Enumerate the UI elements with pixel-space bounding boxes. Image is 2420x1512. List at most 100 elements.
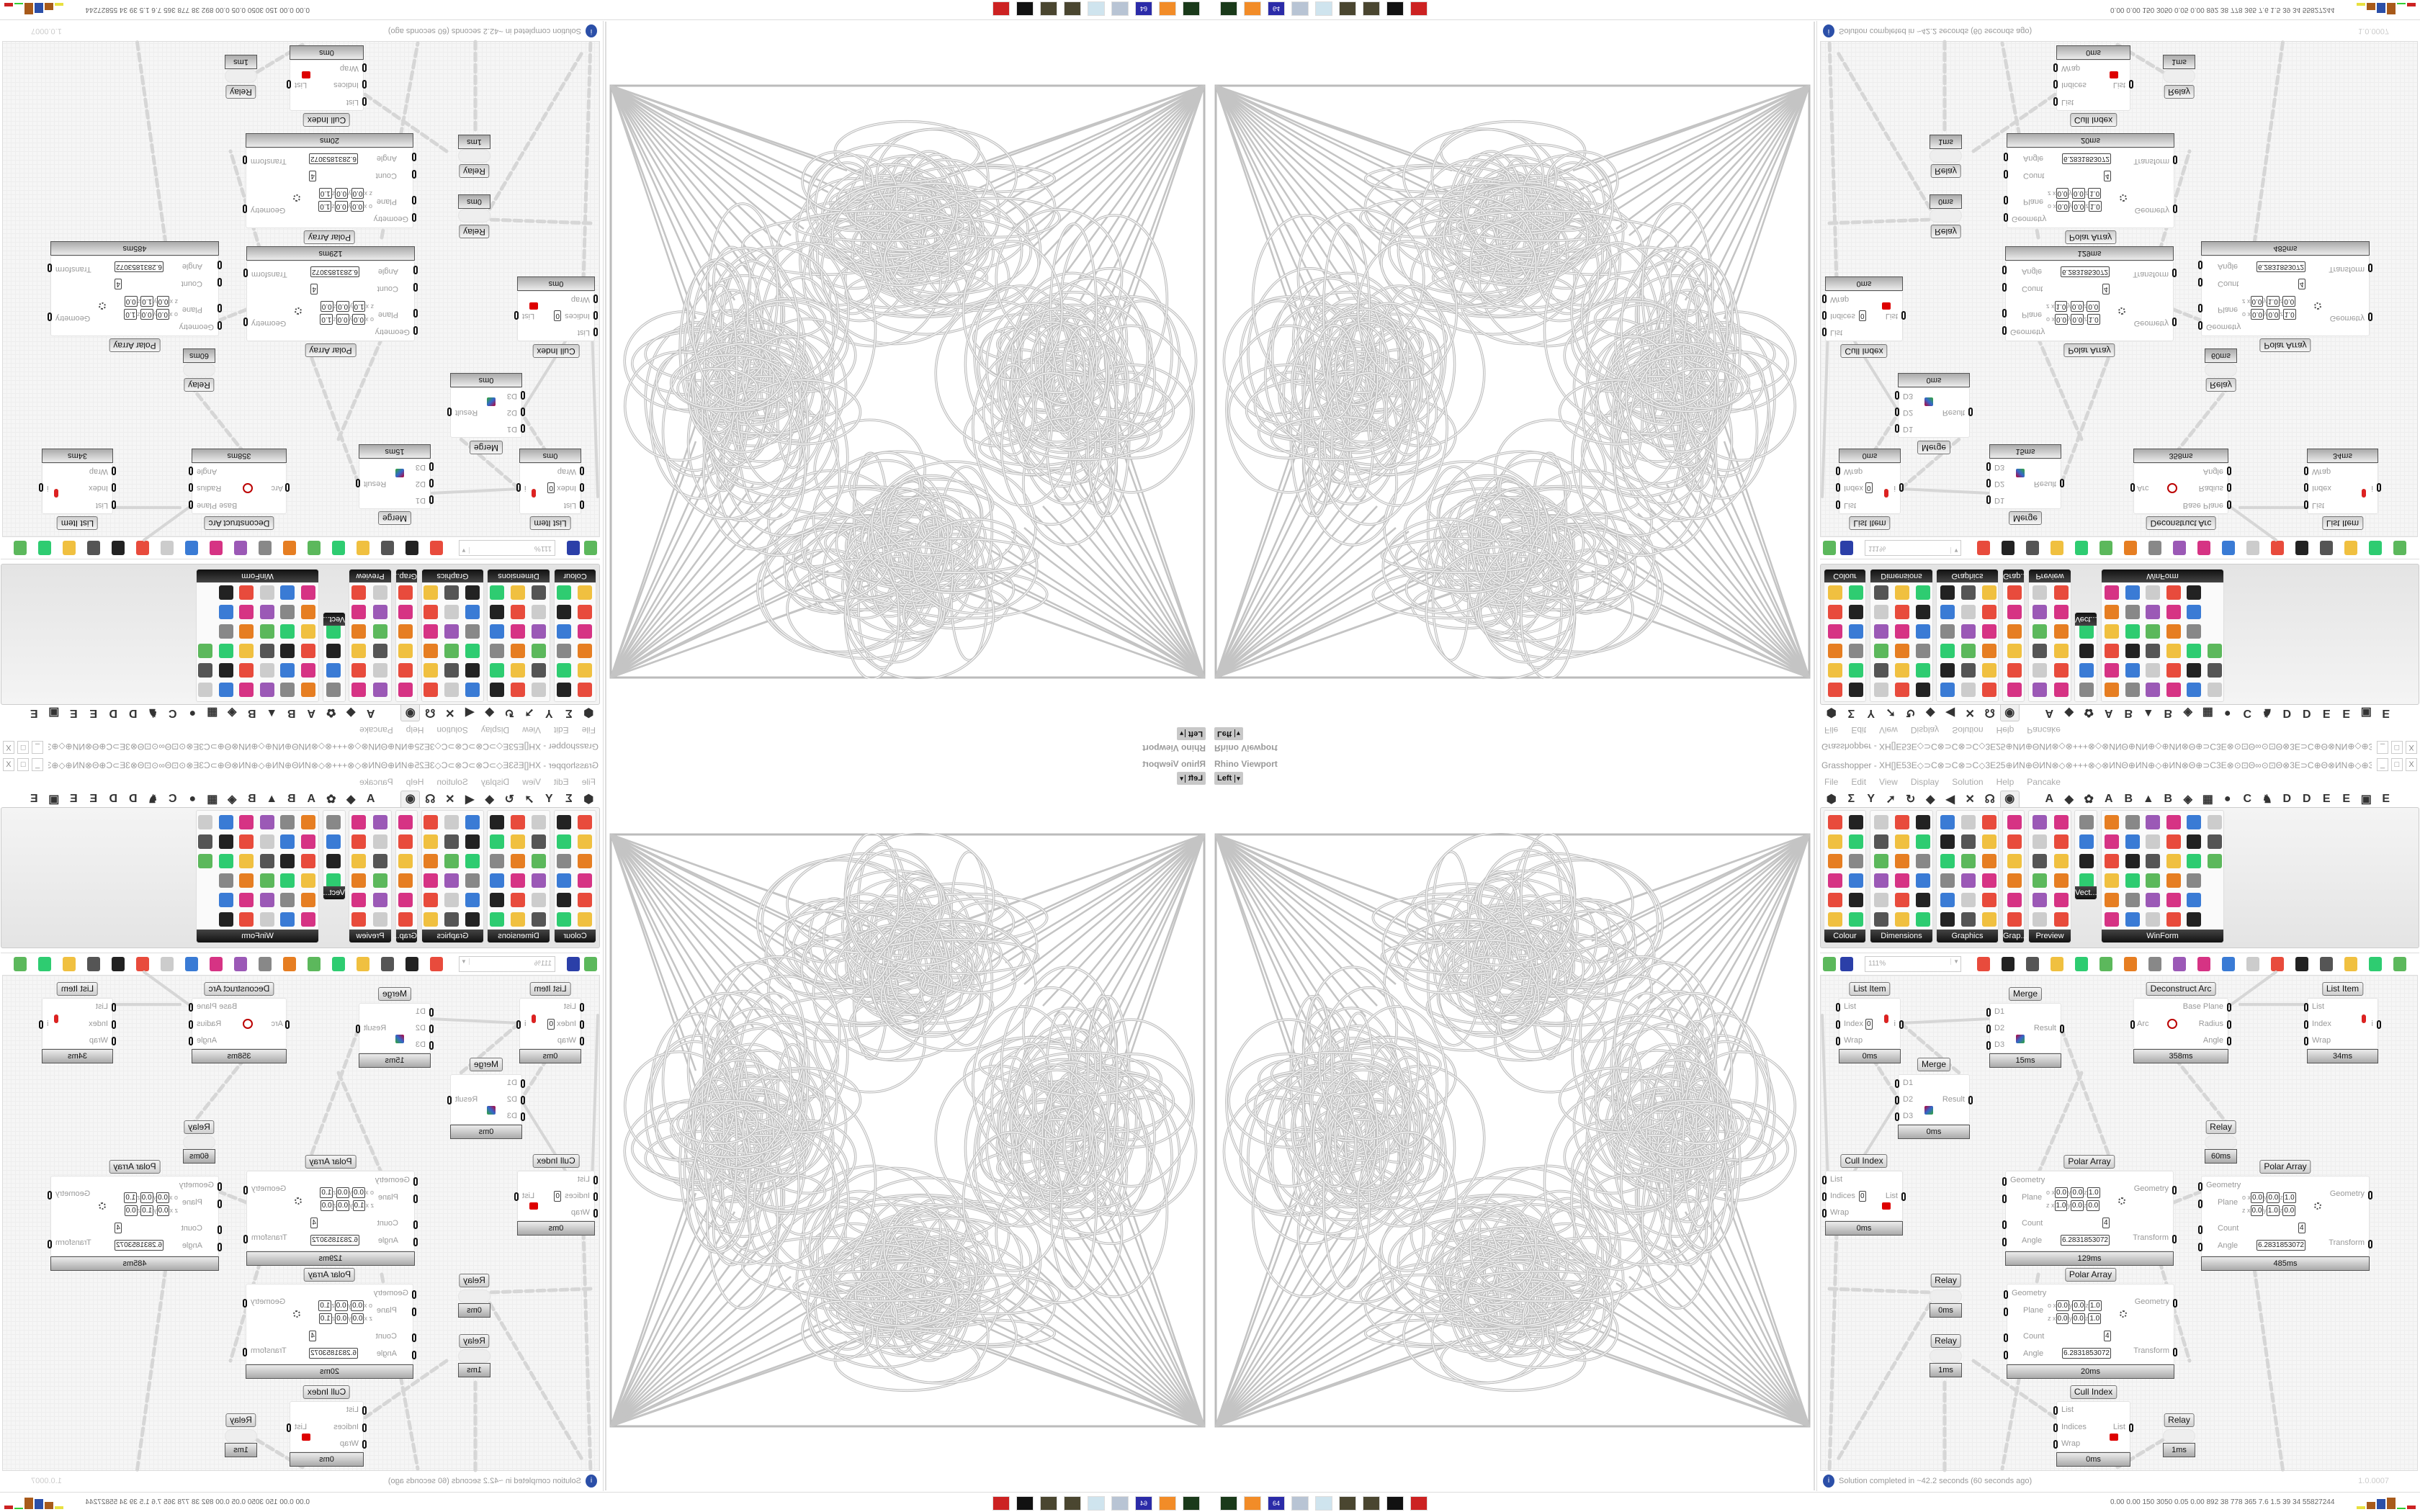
index-value[interactable]: 0 [1865, 1018, 1873, 1030]
coordinate-z-value[interactable]: 1.0 [318, 201, 332, 212]
component-icon[interactable] [532, 605, 547, 619]
component-tab[interactable]: A [366, 793, 375, 805]
component-icon[interactable] [2187, 644, 2202, 658]
close-button[interactable]: X [2406, 741, 2417, 754]
input-grip[interactable] [2304, 483, 2308, 492]
component-tab[interactable]: ◆ [485, 706, 494, 719]
component-icon[interactable] [1849, 912, 1864, 927]
merge-component[interactable]: Merge D1 D2 D3 Result 0ms [1895, 1058, 1973, 1139]
component-tab[interactable]: ↻ [1906, 793, 1916, 806]
component-tab[interactable]: ▣ [48, 706, 60, 719]
input-grip[interactable] [1895, 408, 1899, 416]
menu-view[interactable]: View [522, 725, 541, 735]
merge-title[interactable]: Merge [377, 987, 412, 1001]
component-tab[interactable]: C [2243, 707, 2252, 719]
component-icon[interactable] [2033, 873, 2047, 888]
menu-solution[interactable]: Solution [436, 777, 468, 787]
ribbon-group-label[interactable]: Preview [349, 570, 391, 582]
angle-value[interactable]: 6.2831853072 [2061, 1235, 2110, 1246]
cull-index-title[interactable]: Cull Index [2069, 113, 2118, 127]
component-icon[interactable] [2166, 834, 2181, 849]
coordinate-y-value[interactable]: 0.0 [2071, 1187, 2084, 1198]
scroll-icon[interactable] [1291, 1, 1309, 16]
component-icon[interactable] [398, 683, 413, 697]
component-icon[interactable] [2125, 893, 2140, 907]
ribbon-group-label[interactable]: Vect... [323, 613, 345, 626]
component-icon[interactable] [1981, 834, 1996, 849]
coordinate-x-value[interactable]: 1.0 [352, 301, 366, 312]
input-grip[interactable] [2198, 1182, 2202, 1191]
component-icon[interactable] [444, 663, 460, 678]
menu-help[interactable]: Help [405, 777, 424, 787]
component-icon[interactable] [1827, 663, 1842, 678]
component-icon[interactable] [300, 834, 315, 849]
input-grip[interactable] [218, 1225, 222, 1234]
component-icon[interactable] [1827, 644, 1842, 658]
notepad-icon[interactable] [1315, 1496, 1332, 1511]
component-icon[interactable] [1916, 834, 1931, 849]
cylinder-icon[interactable] [136, 541, 149, 556]
component-icon[interactable] [373, 854, 387, 868]
ribbon-group-label[interactable]: Graphics [1937, 930, 1998, 942]
search-icon[interactable] [259, 541, 272, 556]
component-tab[interactable]: A [307, 793, 316, 805]
minimize-button[interactable]: _ [2377, 741, 2388, 754]
component-icon[interactable] [1827, 624, 1842, 639]
component-icon[interactable] [2125, 815, 2140, 829]
coordinate-z-value[interactable]: 1.0 [2282, 1192, 2296, 1203]
component-icon[interactable] [465, 585, 480, 600]
component-icon[interactable] [2146, 854, 2161, 868]
component-icon[interactable] [578, 893, 593, 907]
cull-index-component[interactable]: Cull Index List Indices Wrap List 0ms [2053, 45, 2133, 127]
component-icon[interactable] [2105, 873, 2120, 888]
save-icon[interactable] [567, 956, 580, 971]
input-grip[interactable] [429, 1041, 434, 1050]
component-icon[interactable] [1849, 585, 1864, 600]
component-icon[interactable] [2166, 605, 2181, 619]
component-icon[interactable] [326, 834, 341, 849]
component-tab[interactable]: ● [189, 707, 197, 719]
component-icon[interactable] [2033, 605, 2047, 619]
component-icon[interactable] [2054, 663, 2069, 678]
component-icon[interactable] [351, 605, 366, 619]
component-tab[interactable]: E [2382, 793, 2390, 805]
input-grip[interactable] [2004, 213, 2008, 222]
output-grip[interactable] [1901, 1192, 1906, 1201]
component-icon[interactable] [398, 663, 413, 678]
preview-icon[interactable] [2002, 956, 2015, 971]
menu-pancake[interactable]: Pancake [359, 725, 393, 735]
polar-array-component[interactable]: Polar Array Geometry Plane Count Angle Geomet… [243, 133, 416, 244]
component-tab[interactable]: ◆ [485, 793, 494, 806]
component-tab[interactable]: ◉ [400, 791, 421, 808]
component-icon[interactable] [2105, 912, 2120, 927]
component-icon[interactable] [2166, 854, 2181, 868]
component-icon[interactable] [1960, 624, 1976, 639]
relay-title[interactable]: Relay [1930, 225, 1961, 238]
component-icon[interactable] [489, 605, 504, 619]
zoom-input[interactable]: 111% ▼ [459, 540, 555, 557]
input-grip[interactable] [1822, 1175, 1827, 1184]
component-tab[interactable]: ↻ [504, 793, 514, 806]
input-grip[interactable] [413, 1194, 418, 1203]
component-icon[interactable] [2007, 834, 2022, 849]
component-icon[interactable] [1849, 834, 1864, 849]
menu-edit[interactable]: Edit [1851, 777, 1867, 787]
output-grip[interactable] [2129, 1423, 2133, 1432]
component-icon[interactable] [532, 663, 547, 678]
component-tab[interactable]: D [2302, 707, 2311, 719]
input-grip[interactable] [2198, 304, 2202, 312]
component-icon[interactable] [532, 683, 547, 697]
component-icon[interactable] [2187, 815, 2202, 829]
merge-title[interactable]: Merge [2008, 511, 2043, 525]
input-grip[interactable] [2053, 1440, 2058, 1449]
coordinate-z-value[interactable]: 1.0 [2088, 1300, 2102, 1311]
component-icon[interactable] [239, 854, 254, 868]
ribbon-group-label[interactable]: Dimensions [488, 930, 550, 942]
relay-component[interactable]: Relay 1ms [225, 55, 257, 99]
input-grip[interactable] [2002, 1220, 2007, 1229]
maximize-button[interactable]: □ [2391, 758, 2403, 771]
chevron-down-icon[interactable]: ▼ [461, 547, 470, 554]
component-icon[interactable] [218, 873, 233, 888]
component-tab[interactable]: ◆ [1926, 706, 1935, 719]
component-icon[interactable] [300, 893, 315, 907]
